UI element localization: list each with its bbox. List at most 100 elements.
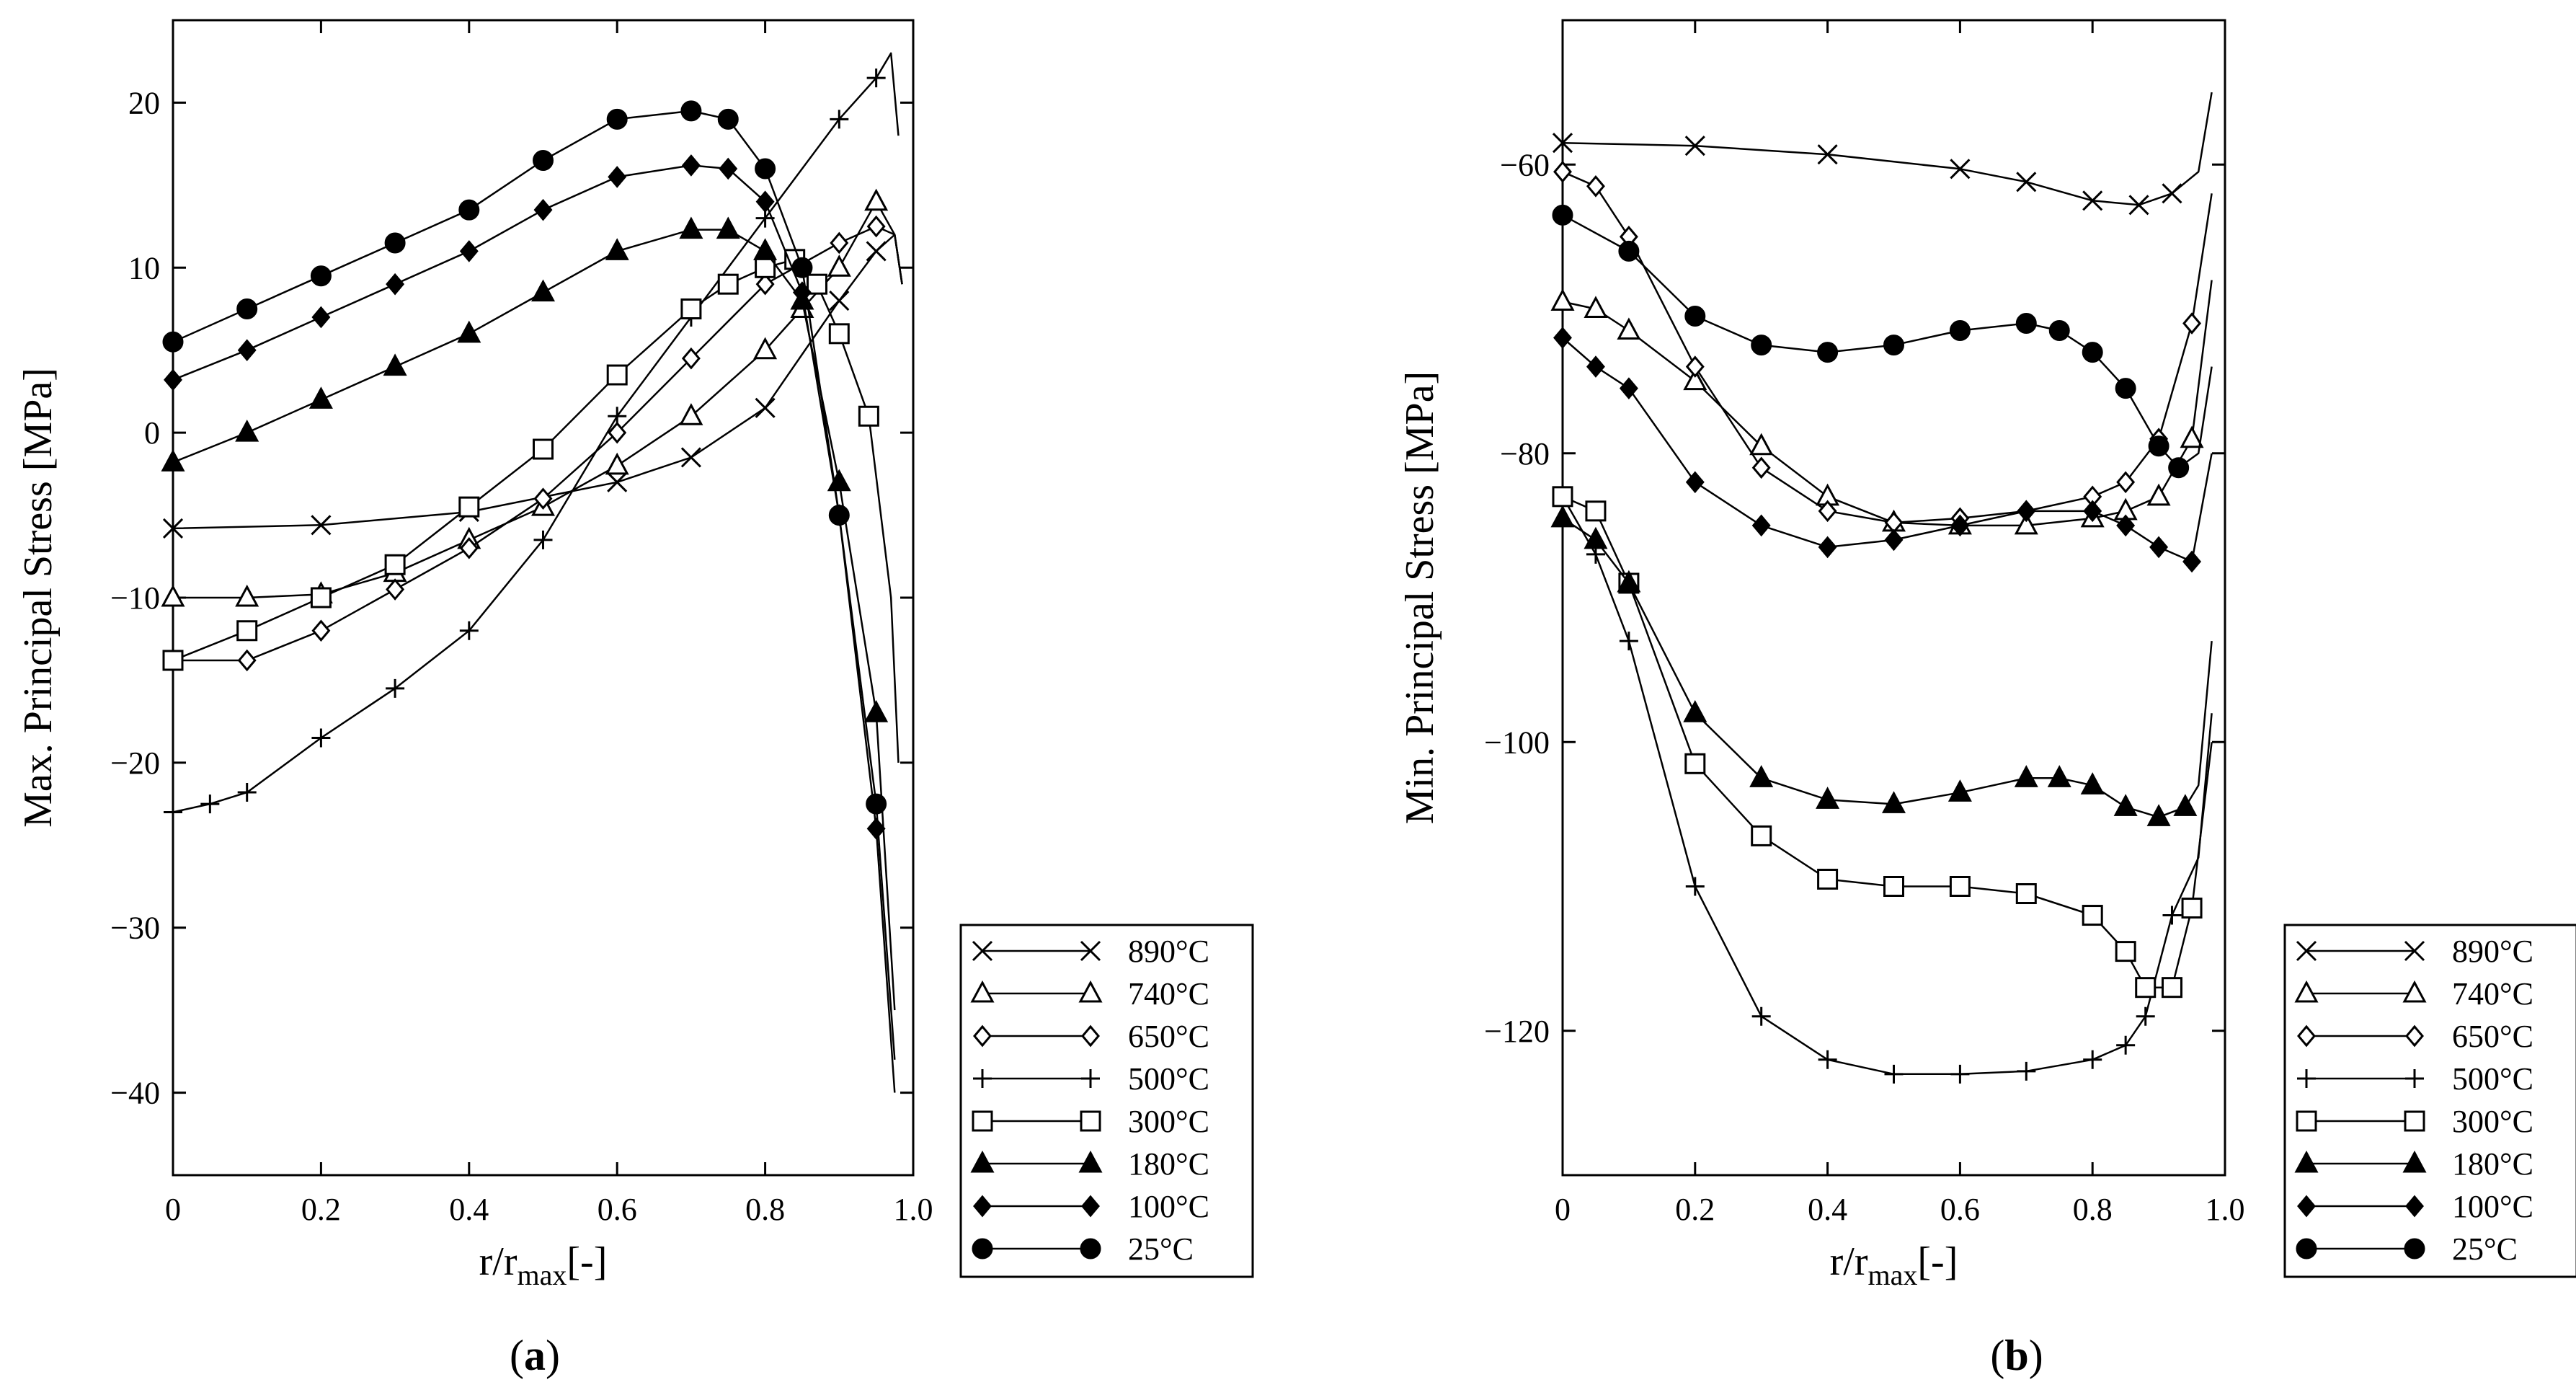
caption: (b) — [1990, 1332, 2043, 1379]
legend-marker — [972, 1110, 993, 1132]
data-point — [1683, 368, 1707, 391]
data-point — [533, 530, 553, 549]
legend-label: 300°C — [1128, 1104, 1209, 1139]
series-300°C — [1552, 486, 2213, 999]
legend-label: 890°C — [2452, 934, 2533, 969]
data-point — [457, 320, 481, 343]
series-line — [1561, 496, 2213, 1076]
legend-marker — [1080, 1110, 1101, 1132]
data-point — [2148, 435, 2169, 457]
data-point — [1816, 787, 1840, 809]
y-tick-label: −80 — [1500, 436, 1550, 472]
data-point — [2083, 1050, 2102, 1069]
x-axis-label-sub: max — [518, 1259, 567, 1291]
legend-marker — [1081, 1024, 1100, 1048]
series-180°C — [1550, 505, 2213, 826]
legend-label: 890°C — [1128, 934, 1209, 969]
data-point — [2048, 320, 2070, 342]
data-point — [864, 700, 889, 722]
data-point — [1749, 765, 1774, 787]
data-point — [755, 397, 776, 418]
series-line — [172, 52, 900, 813]
x-axis-label-main: r/r — [1830, 1239, 1868, 1284]
series-650°C — [1553, 160, 2213, 534]
legend-box — [2283, 924, 2576, 1278]
legend-marker — [2296, 940, 2317, 962]
series-line — [172, 164, 896, 1093]
data-point — [2115, 378, 2136, 399]
data-point — [755, 190, 775, 213]
legend-marker — [2405, 1069, 2424, 1088]
data-point — [237, 649, 257, 672]
data-point — [459, 537, 479, 559]
data-point — [830, 110, 849, 129]
data-point — [1685, 877, 1705, 896]
data-point — [311, 619, 331, 642]
data-point — [1751, 825, 1772, 846]
legend-label: 740°C — [1128, 976, 1209, 1011]
data-point — [237, 339, 257, 362]
y-tick-label: −100 — [1484, 725, 1550, 760]
legend-marker — [2404, 1110, 2425, 1132]
data-point — [1552, 486, 1573, 508]
data-point — [681, 154, 701, 177]
legend-marker — [1078, 1150, 1103, 1173]
data-point — [2146, 483, 2171, 506]
data-point — [459, 240, 479, 262]
legend-label: 180°C — [1128, 1146, 1209, 1182]
x-axis-label-suffix: [-] — [1917, 1239, 1958, 1284]
data-point — [1684, 753, 1706, 774]
data-point — [1619, 377, 1638, 399]
x-tick-label: 0.2 — [301, 1192, 341, 1227]
data-point — [2162, 183, 2182, 204]
x-tick-label: 0.6 — [598, 1192, 637, 1227]
data-point — [608, 421, 627, 444]
data-point — [2016, 172, 2037, 192]
data-point — [1584, 296, 1608, 318]
series-890°C — [1552, 92, 2213, 216]
legend-marker — [973, 1069, 992, 1088]
y-tick-label: 20 — [128, 85, 160, 120]
data-point — [311, 306, 331, 329]
data-point — [606, 364, 628, 386]
series-25°C — [1552, 204, 2213, 479]
plot-frame — [1561, 19, 2226, 1177]
data-point — [2115, 941, 2136, 962]
chart-panel-a: 0 0.2 0.4 0.6 0.8 1.0 20 10 0 −10 −20 −30 −40 Max. Pr… — [16, 19, 1254, 1379]
data-point — [828, 505, 850, 526]
y-tick-label: −40 — [110, 1076, 160, 1111]
data-point — [530, 279, 556, 302]
data-point — [2116, 471, 2136, 494]
y-tick-label: −30 — [110, 911, 160, 946]
legend-marker — [1081, 1069, 1100, 1088]
data-point — [235, 584, 259, 607]
data-point — [162, 518, 184, 539]
legend-label: 650°C — [2452, 1019, 2533, 1054]
legend-marker — [1078, 980, 1103, 1003]
x-tick-label: 1.0 — [2206, 1192, 2245, 1227]
y-tick-label: −20 — [110, 745, 160, 781]
legend-label: 500°C — [1128, 1061, 1209, 1097]
data-point — [161, 584, 185, 607]
chart-panel-b: 0 0.2 0.4 0.6 0.8 1.0 −60 −80 −100 −120 Min. Princ… — [1398, 19, 2576, 1379]
data-point — [164, 368, 182, 391]
data-point — [1617, 317, 1641, 340]
data-point — [458, 199, 480, 221]
series-180°C — [161, 216, 896, 1011]
data-point — [1883, 335, 1904, 356]
data-point — [2181, 898, 2203, 919]
data-point — [1552, 133, 1573, 154]
data-point — [311, 515, 332, 536]
data-point — [2182, 312, 2202, 335]
x-axis-label-sub: max — [1868, 1259, 1918, 1291]
series-line — [1562, 92, 2213, 206]
data-point — [1818, 500, 1837, 523]
data-point — [1751, 1006, 1771, 1026]
legend-marker — [2402, 980, 2427, 1003]
data-point — [1552, 204, 1573, 226]
data-point — [384, 232, 406, 254]
data-point — [2136, 1006, 2155, 1026]
data-point — [717, 108, 739, 130]
legend-marker — [2296, 1238, 2317, 1260]
data-point — [828, 323, 850, 345]
